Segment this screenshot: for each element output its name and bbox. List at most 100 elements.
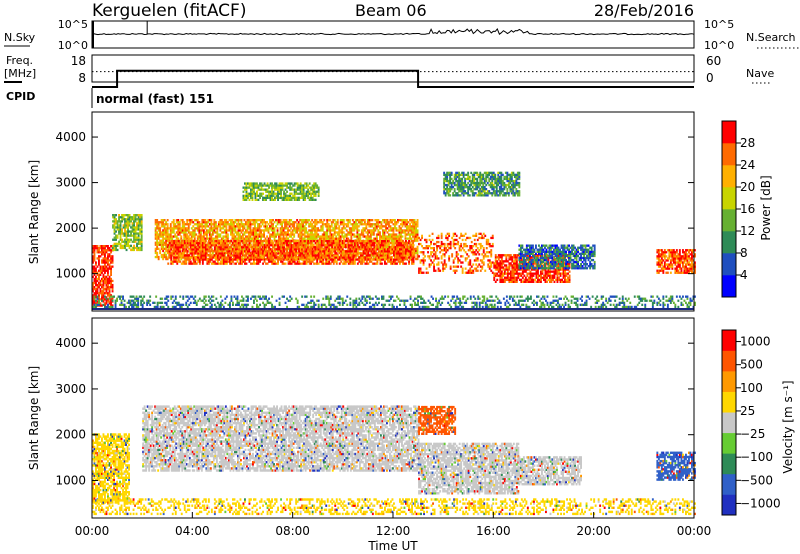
heatmap-cell bbox=[315, 219, 318, 222]
freq-tick-top: 18 bbox=[71, 54, 86, 68]
heatmap-cell bbox=[349, 248, 352, 251]
heatmap-cell bbox=[384, 252, 386, 255]
heatmap-cell bbox=[163, 241, 166, 244]
heatmap-cell bbox=[243, 233, 246, 236]
heatmap-cell bbox=[288, 233, 291, 236]
heatmap-cell bbox=[340, 260, 343, 263]
heatmap-cell bbox=[102, 251, 105, 254]
heatmap-cell bbox=[239, 254, 242, 257]
heatmap-cell bbox=[264, 237, 267, 240]
heatmap-cell bbox=[219, 249, 222, 253]
heatmap-cell bbox=[281, 240, 284, 243]
heatmap-cell bbox=[386, 231, 389, 234]
heatmap-cell bbox=[220, 245, 223, 248]
heatmap-cell bbox=[428, 238, 431, 242]
heatmap-cell bbox=[184, 235, 187, 238]
heatmap-cell bbox=[128, 234, 131, 237]
heatmap-cell bbox=[279, 245, 282, 248]
heatmap-cell bbox=[210, 245, 213, 248]
heatmap-cell bbox=[291, 233, 294, 236]
heatmap-cell bbox=[259, 260, 261, 263]
heatmap-cell bbox=[119, 242, 122, 245]
heatmap-cell bbox=[99, 269, 102, 272]
heatmap-cell bbox=[101, 296, 103, 299]
heatmap-cell bbox=[219, 225, 222, 228]
heatmap-cell bbox=[190, 219, 193, 222]
heatmap-cell bbox=[314, 256, 317, 259]
heatmap-cell bbox=[422, 253, 425, 256]
heatmap-cell bbox=[110, 283, 112, 287]
heatmap-cell bbox=[133, 222, 135, 225]
heatmap-cell bbox=[162, 243, 165, 246]
cpid-mode: normal (fast) 151 bbox=[96, 92, 214, 106]
heatmap-cell bbox=[445, 247, 448, 250]
heatmap-cell bbox=[96, 277, 99, 281]
heatmap-cell bbox=[273, 235, 276, 238]
heatmap-cell bbox=[198, 253, 201, 257]
heatmap-cell bbox=[101, 292, 103, 295]
heatmap-cell bbox=[263, 260, 266, 263]
heatmap-cell bbox=[234, 235, 237, 238]
heatmap-cell bbox=[475, 245, 478, 248]
heatmap-cell bbox=[99, 283, 102, 287]
heatmap-cell bbox=[203, 242, 206, 245]
heatmap-cell bbox=[104, 271, 106, 274]
heatmap-cell bbox=[255, 251, 258, 255]
heatmap-cell bbox=[165, 255, 168, 259]
heatmap-cell bbox=[189, 231, 192, 234]
heatmap-cell bbox=[121, 228, 123, 231]
heatmap-cell bbox=[406, 258, 409, 261]
heatmap-cell bbox=[198, 260, 201, 263]
heatmap-cell bbox=[276, 227, 279, 230]
heatmap-cell bbox=[419, 267, 422, 270]
heatmap-cell bbox=[391, 221, 393, 224]
heatmap-cell bbox=[225, 233, 228, 236]
heatmap-cell bbox=[162, 253, 165, 257]
heatmap-cell bbox=[263, 249, 265, 253]
heatmap-cell bbox=[208, 219, 211, 222]
heatmap-cell bbox=[248, 237, 250, 240]
heatmap-cell bbox=[261, 257, 264, 261]
heatmap-cell bbox=[115, 244, 117, 247]
heatmap-cell bbox=[187, 247, 190, 250]
heatmap-cell bbox=[163, 255, 166, 259]
heatmap-cell bbox=[376, 254, 379, 257]
heatmap-cell bbox=[111, 288, 114, 291]
heatmap-cell bbox=[355, 240, 358, 243]
heatmap-cell bbox=[245, 229, 247, 232]
heatmap-cell bbox=[196, 227, 199, 230]
heatmap-cell bbox=[194, 244, 197, 247]
heatmap-cell bbox=[169, 237, 172, 240]
heatmap-cell bbox=[237, 221, 240, 224]
heatmap-cell bbox=[102, 288, 105, 291]
heatmap-cell bbox=[201, 225, 204, 228]
heatmap-cell bbox=[295, 258, 298, 261]
heatmap-cell bbox=[186, 227, 189, 230]
heatmap-cell bbox=[252, 229, 255, 232]
heatmap-cell bbox=[102, 275, 105, 278]
heatmap-cell bbox=[464, 238, 467, 242]
heatmap-cell bbox=[134, 226, 137, 229]
heatmap-cell bbox=[241, 240, 243, 243]
heatmap-cell bbox=[233, 227, 235, 230]
heatmap-cell bbox=[134, 238, 137, 241]
heatmap-cell bbox=[95, 277, 97, 281]
heatmap-cell bbox=[140, 236, 143, 239]
heatmap-cell bbox=[196, 237, 199, 240]
heatmap-cell bbox=[248, 235, 250, 238]
heatmap-cell bbox=[189, 221, 192, 224]
heatmap-cell bbox=[112, 220, 114, 223]
heatmap-cell bbox=[440, 261, 443, 264]
heatmap-cell bbox=[457, 257, 460, 260]
heatmap-cell bbox=[310, 262, 313, 265]
heatmap-cell bbox=[183, 251, 186, 255]
heatmap-cell bbox=[416, 229, 419, 232]
heatmap-cell bbox=[199, 235, 202, 238]
heatmap-cell bbox=[503, 280, 506, 283]
heatmap-cell bbox=[422, 257, 425, 260]
heatmap-cell bbox=[237, 239, 240, 242]
heatmap-cell bbox=[136, 242, 138, 245]
heatmap-cell bbox=[299, 235, 302, 238]
heatmap-cell bbox=[198, 223, 201, 226]
heatmap-cell bbox=[481, 267, 484, 270]
